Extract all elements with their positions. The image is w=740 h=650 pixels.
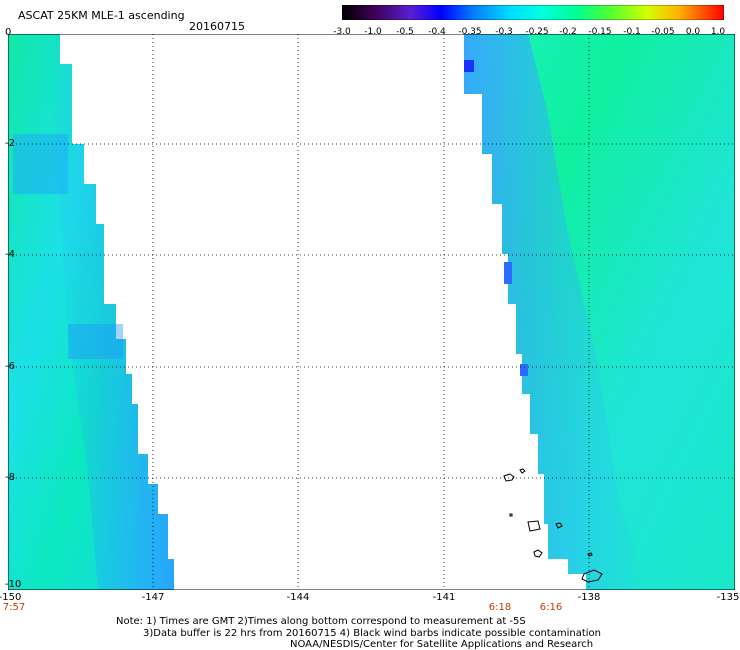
y-tick-label: -8 — [5, 472, 15, 483]
map-date: 20160715 — [189, 20, 245, 33]
y-tick-label: -2 — [5, 138, 15, 149]
left-swath-blue-patch — [13, 134, 68, 194]
right-swath-dark-cell — [464, 60, 474, 72]
colorbar-label: -0.3 — [495, 27, 513, 37]
map-plot-area — [8, 34, 735, 590]
right-swath-dark-cell — [520, 364, 528, 376]
time-label: 6:18 — [488, 602, 512, 613]
left-swath-edge — [48, 34, 174, 590]
right-swath-dark-cell — [504, 262, 512, 284]
colorbar — [342, 5, 724, 20]
colorbar-label: -0.5 — [396, 27, 414, 37]
x-tick-label: -138 — [577, 592, 601, 603]
y-tick-label: 0 — [5, 27, 12, 38]
map-title: ASCAT 25KM MLE-1 ascending — [18, 9, 185, 22]
note-line-2: 3)Data buffer is 22 hrs from 20160715 4)… — [143, 628, 601, 639]
x-tick-label: -147 — [141, 592, 165, 603]
x-tick-label: -144 — [286, 592, 310, 603]
left-swath-blue-patch — [68, 324, 123, 359]
colorbar-label: -3.0 — [333, 27, 351, 37]
colorbar-label: -0.15 — [588, 27, 612, 37]
y-tick-label: -10 — [5, 579, 22, 590]
colorbar-label: -0.05 — [651, 27, 675, 37]
x-tick-label: -141 — [432, 592, 456, 603]
x-tick-label: -150 — [0, 592, 22, 603]
colorbar-label: 0.0 — [685, 27, 701, 37]
colorbar-label: 1.0 — [710, 27, 726, 37]
time-label: 6:16 — [539, 602, 563, 613]
map-grid — [8, 34, 735, 590]
note-line-3: NOAA/NESDIS/Center for Satellite Applica… — [290, 639, 594, 650]
y-tick-label: -6 — [5, 361, 15, 372]
colorbar-label: -0.4 — [428, 27, 446, 37]
colorbar-label: -0.1 — [623, 27, 641, 37]
colorbar-label: -0.25 — [525, 27, 549, 37]
time-label: 7:57 — [2, 602, 26, 613]
colorbar-label: -1.0 — [364, 27, 382, 37]
x-tick-label: -135 — [716, 592, 740, 603]
y-tick-label: -4 — [5, 249, 15, 260]
island-outlines — [503, 468, 603, 583]
colorbar-label: -0.2 — [559, 27, 577, 37]
right-swath-edge — [464, 34, 648, 590]
note-line-1: Note: 1) Times are GMT 2)Times along bot… — [116, 616, 526, 627]
colorbar-label: -0.35 — [458, 27, 482, 37]
